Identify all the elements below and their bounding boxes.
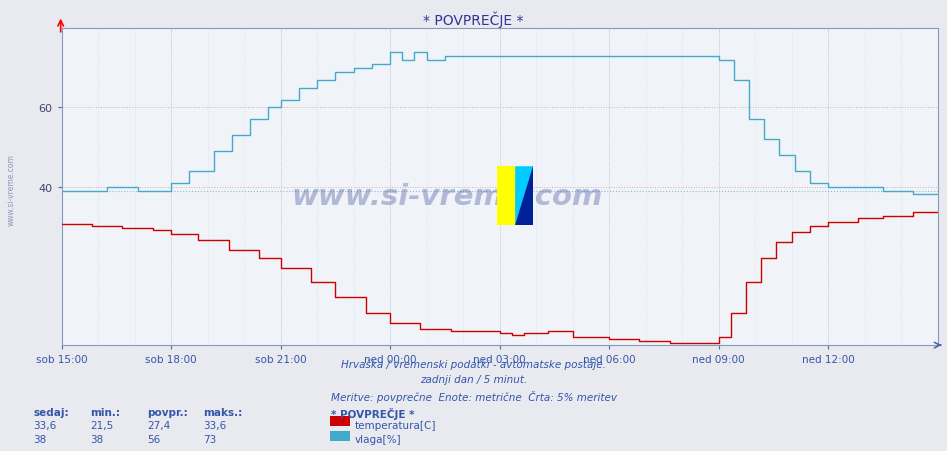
Polygon shape (515, 167, 533, 226)
Text: 33,6: 33,6 (204, 420, 227, 430)
Text: * POVPREČJE *: * POVPREČJE * (331, 407, 415, 419)
Text: www.si-vreme.com: www.si-vreme.com (7, 153, 16, 226)
Text: 38: 38 (90, 434, 103, 444)
Polygon shape (497, 167, 515, 226)
Text: Hrvaška / vremenski podatki - avtomatske postaje.: Hrvaška / vremenski podatki - avtomatske… (341, 359, 606, 369)
Polygon shape (515, 167, 533, 226)
Text: vlaga[%]: vlaga[%] (355, 434, 402, 444)
Text: 27,4: 27,4 (147, 420, 170, 430)
Text: 56: 56 (147, 434, 160, 444)
Text: maks.:: maks.: (204, 407, 242, 417)
Text: Meritve: povprečne  Enote: metrične  Črta: 5% meritev: Meritve: povprečne Enote: metrične Črta:… (331, 390, 616, 402)
Text: 73: 73 (204, 434, 217, 444)
Text: * POVPREČJE *: * POVPREČJE * (423, 11, 524, 28)
Text: www.si-vreme.com: www.si-vreme.com (292, 183, 602, 211)
Text: povpr.:: povpr.: (147, 407, 188, 417)
Text: 38: 38 (33, 434, 46, 444)
Text: 33,6: 33,6 (33, 420, 57, 430)
Text: temperatura[C]: temperatura[C] (355, 420, 437, 430)
Text: min.:: min.: (90, 407, 120, 417)
Text: zadnji dan / 5 minut.: zadnji dan / 5 minut. (420, 374, 527, 384)
Text: 21,5: 21,5 (90, 420, 114, 430)
Text: sedaj:: sedaj: (33, 407, 69, 417)
